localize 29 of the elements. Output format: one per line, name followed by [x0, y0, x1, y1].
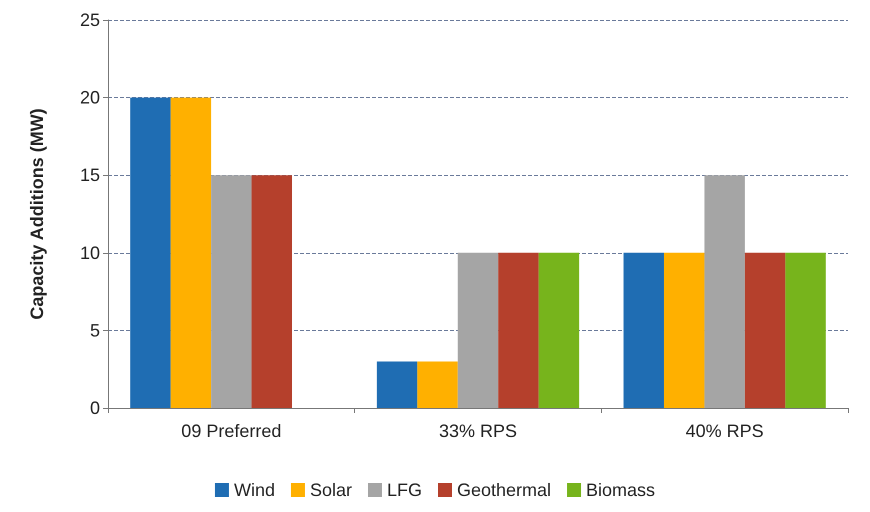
legend-label: Biomass	[586, 480, 656, 500]
bar	[376, 361, 418, 408]
bar	[458, 252, 498, 408]
legend-label: Wind	[234, 480, 275, 500]
y-tick-label: 15	[80, 165, 100, 186]
bar	[624, 252, 664, 408]
y-tick-label: 0	[90, 398, 100, 418]
bar	[498, 252, 539, 408]
x-tick-label: 33% RPS	[438, 421, 518, 441]
x-tick-label: 09 Preferred	[181, 421, 282, 441]
bar	[211, 175, 252, 408]
bar	[170, 98, 212, 408]
x-tick-label: 40% RPS	[686, 421, 764, 441]
bar	[785, 252, 826, 408]
bar	[538, 252, 580, 408]
bar	[704, 175, 745, 408]
y-tick-label: 10	[80, 242, 100, 263]
bar	[744, 252, 786, 408]
y-tick-label: 25	[80, 10, 100, 30]
legend-label: LFG	[386, 480, 422, 500]
bar	[417, 361, 458, 408]
y-axis-title: Capacity Additions (MW)	[27, 108, 47, 320]
legend-label: Solar	[310, 480, 352, 500]
bar	[664, 252, 704, 408]
y-tick-label: 20	[80, 88, 100, 108]
bar	[252, 175, 292, 408]
y-tick-label: 5	[90, 320, 100, 340]
legend-label: Geothermal	[456, 480, 552, 500]
bar	[130, 98, 171, 408]
